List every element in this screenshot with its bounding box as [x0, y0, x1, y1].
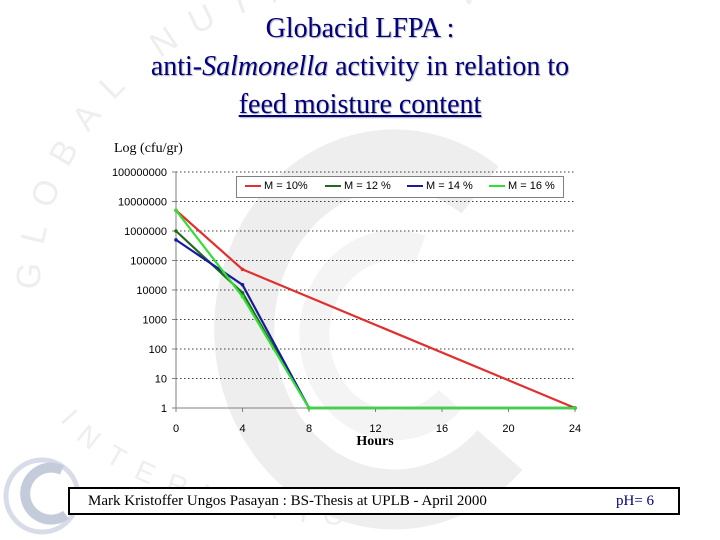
data-point [174, 229, 178, 233]
x-tick-label: 12 [369, 423, 381, 435]
legend-label: M = 10% [264, 180, 308, 193]
title-line-2-italic: Salmonella [202, 51, 329, 82]
x-tick-label: 16 [436, 423, 448, 435]
x-tick-label: 8 [306, 423, 312, 435]
slide-title: Globacid LFPA : anti-Salmonella activity… [0, 10, 720, 124]
x-tick-label: 0 [173, 423, 179, 435]
y-tick-label: 100000000 [112, 167, 167, 179]
legend-item: M = 12 % [325, 180, 391, 194]
y-tick-label: 10 [155, 374, 167, 386]
legend-swatch [407, 185, 423, 188]
chart-legend: M = 10% M = 12 % M = 14 % M = 16 % [236, 176, 564, 198]
y-tick-label: 1000 [143, 315, 167, 327]
title-line-3: feed moisture content [238, 89, 482, 120]
x-tick-label: 20 [502, 423, 514, 435]
legend-item: M = 16 % [489, 180, 555, 194]
series-line [175, 209, 575, 410]
data-point [307, 406, 311, 410]
legend-swatch [245, 185, 261, 188]
footer-ph-value: pH= 6 [616, 493, 655, 509]
title-line-2: anti-Salmonella activity in relation to [0, 48, 720, 86]
legend-label: M = 16 % [508, 180, 555, 193]
data-point [573, 406, 577, 410]
x-tick-label: 24 [569, 423, 581, 435]
data-point [240, 283, 245, 287]
title-line-2-suffix: activity in relation to [328, 51, 570, 82]
series-line [175, 230, 575, 410]
footer-bar: Mark Kristoffer Ungos Pasayan : BS-Thesi… [68, 487, 680, 515]
title-line-2-prefix: anti- [150, 51, 203, 82]
title-line-1: Globacid LFPA : [265, 13, 455, 44]
x-axis-label: Hours [356, 434, 394, 449]
legend-swatch [325, 185, 341, 188]
y-tick-label: 1000000 [124, 226, 167, 238]
legend-label: M = 12 % [344, 180, 391, 193]
y-tick-label: 10000 [136, 285, 167, 297]
footer-credit: Mark Kristoffer Ungos Pasayan : BS-Thesi… [88, 493, 487, 509]
y-axis-label: Log (cfu/gr) [114, 141, 183, 156]
legend-label: M = 14 % [426, 180, 473, 193]
data-point [174, 238, 178, 242]
series-line [175, 209, 576, 410]
data-point [240, 267, 245, 272]
y-tick-label: 100000 [130, 256, 167, 268]
y-tick-label: 100 [149, 344, 167, 356]
data-point [240, 294, 245, 299]
x-tick-label: 4 [239, 423, 245, 435]
legend-swatch [489, 185, 505, 188]
legend-item: M = 10% [245, 180, 308, 194]
data-point [174, 208, 178, 213]
y-tick-label: 1 [161, 403, 167, 415]
y-tick-label: 10000000 [118, 197, 167, 209]
legend-item: M = 14 % [407, 180, 473, 194]
